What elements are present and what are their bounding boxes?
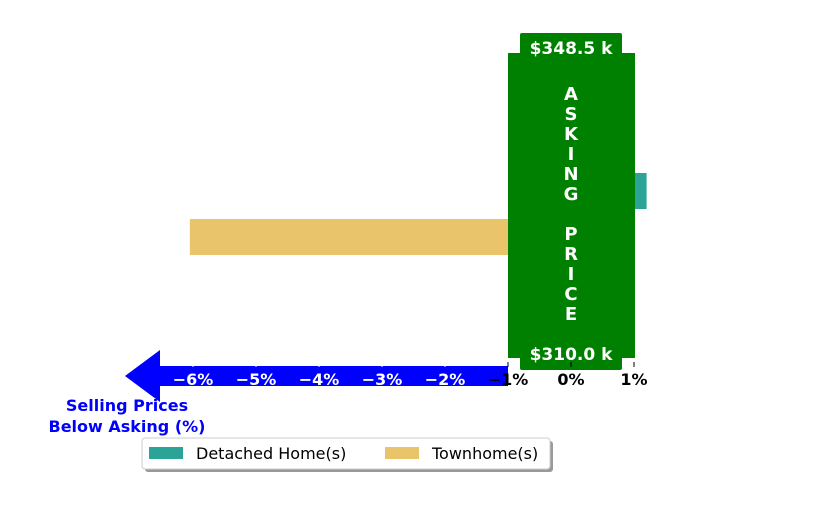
legend-swatch-townhome: [385, 447, 419, 459]
asking-bottom-tab: [520, 340, 622, 370]
legend-label-townhome: Townhome(s): [431, 444, 538, 463]
asking-price-band: [508, 53, 635, 358]
x-tick-label: −1%: [488, 370, 529, 389]
asking-letter: R: [564, 244, 578, 265]
legend-label-detached: Detached Home(s): [196, 444, 346, 463]
below-asking-arrow: [125, 350, 508, 402]
asking-letter: K: [564, 124, 579, 145]
legend-box: [141, 437, 551, 470]
bar-townhome: [189, 219, 571, 255]
x-tick-label: −4%: [299, 370, 340, 389]
asking-bottom-label: $310.0 k: [530, 345, 614, 365]
asking-letter: G: [564, 184, 579, 205]
x-tick-label: −3%: [362, 370, 403, 389]
asking-letter: S: [565, 104, 578, 125]
asking-top-tab: [520, 33, 622, 63]
asking-letter: A: [564, 84, 578, 105]
arrow-label-line1: Selling Prices: [66, 396, 188, 415]
arrow-label-line2: Below Asking (%): [49, 417, 206, 436]
asking-top-label: $348.5 k: [530, 39, 614, 59]
asking-letter: E: [565, 304, 577, 325]
asking-letter: I: [568, 144, 575, 165]
x-tick-label: −2%: [425, 370, 466, 389]
legend-swatch-detached: [149, 447, 183, 459]
x-tick-label: 0%: [557, 370, 584, 389]
asking-letter: N: [563, 164, 578, 185]
asking-letter: C: [564, 284, 577, 305]
x-tick-label: −6%: [173, 370, 214, 389]
asking-letter: P: [564, 224, 577, 245]
x-tick-label: 1%: [620, 370, 647, 389]
asking-letter: I: [568, 264, 575, 285]
legend: Detached Home(s) Townhome(s): [141, 437, 553, 472]
x-tick-label: −5%: [236, 370, 277, 389]
